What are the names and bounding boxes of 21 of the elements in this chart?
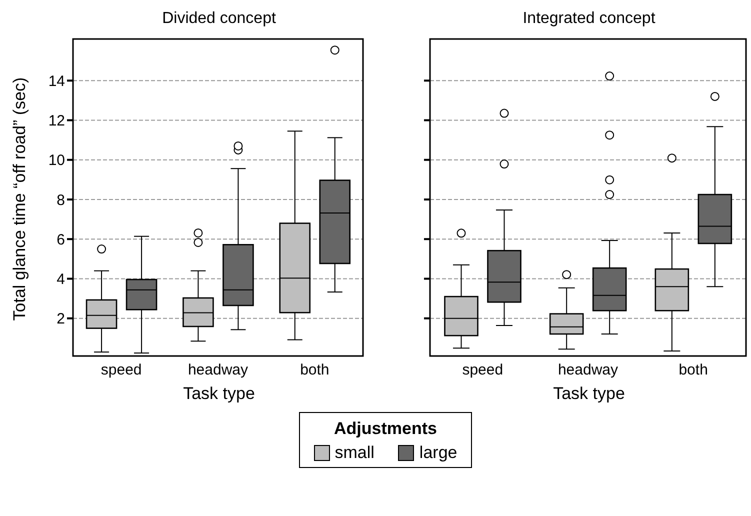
x-tick-label: both: [300, 362, 330, 379]
x-tick-label: headway: [188, 362, 249, 379]
y-tick-label: 14: [48, 72, 65, 90]
legend-title: Adjustments: [333, 419, 438, 439]
chart-title: Divided concept: [161, 9, 277, 29]
x-tick-label: speed: [100, 362, 142, 379]
legend-label: large: [418, 443, 458, 463]
x-axis-title: Task type: [182, 384, 256, 404]
y-tick-label: 6: [56, 231, 65, 248]
y-tick-label: 4: [56, 271, 65, 288]
y-tick-label: 10: [48, 152, 65, 170]
y-tick-label: 2: [56, 310, 65, 328]
y-tick-label: 8: [56, 192, 65, 209]
chart-title: Integrated concept: [522, 9, 656, 29]
x-tick-label: headway: [558, 362, 619, 379]
x-tick-label: speed: [462, 362, 504, 379]
x-axis-title: Task type: [552, 384, 626, 404]
legend-label: small: [334, 443, 374, 463]
x-tick-label: both: [678, 362, 708, 379]
y-tick-label: 12: [48, 112, 65, 130]
y-axis-title: Total glance time “off road” (sec): [10, 77, 30, 321]
